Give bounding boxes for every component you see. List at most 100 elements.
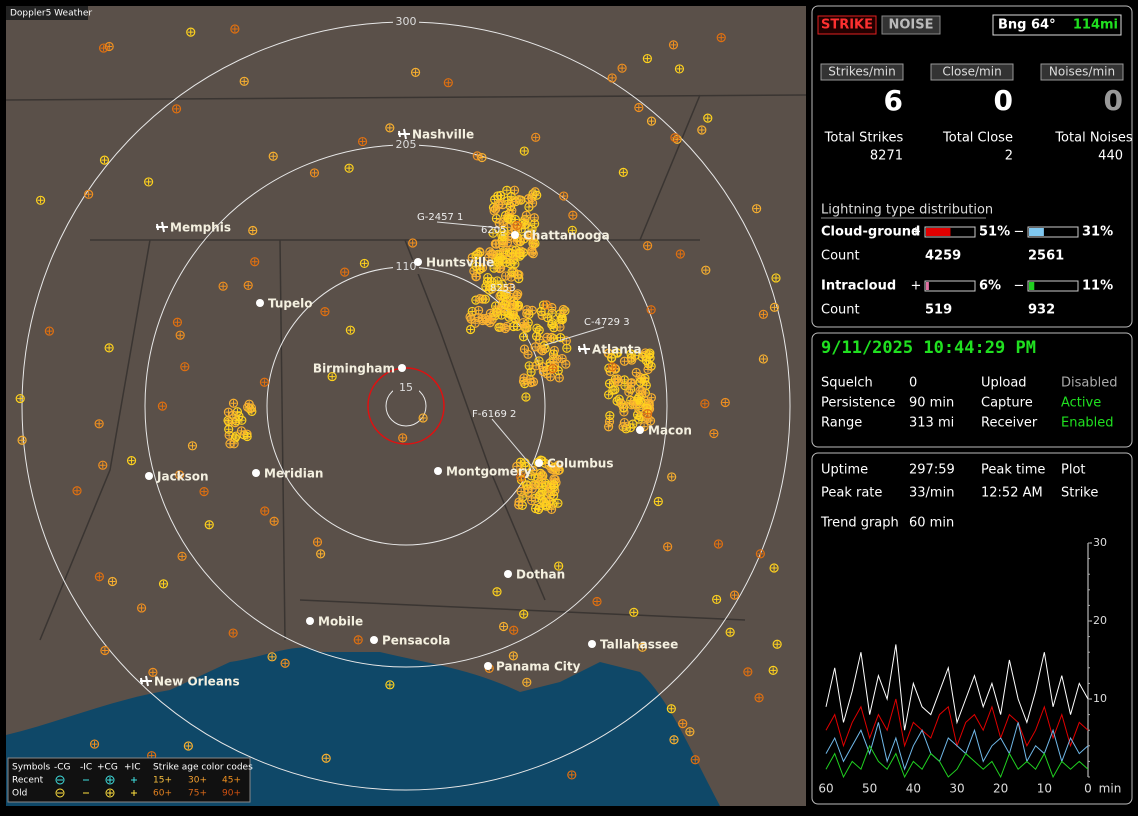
- strike-button-label[interactable]: STRIKE: [821, 18, 873, 33]
- label: Persistence: [821, 396, 895, 411]
- legend-symbol: [55, 775, 65, 785]
- strike-cross: [241, 78, 248, 85]
- strike-button[interactable]: [817, 15, 877, 35]
- strike-ring: [555, 333, 566, 343]
- strike-symbol: [475, 294, 485, 304]
- strike-symbol: [477, 152, 487, 163]
- strike-symbol: [768, 665, 778, 675]
- panel-box: [811, 452, 1133, 805]
- rate-header-box: [1040, 63, 1124, 81]
- strike-cross: [609, 74, 616, 81]
- strike-symbol: [561, 359, 571, 369]
- dist-bar-bg: [924, 280, 976, 292]
- city-label: Mobile: [318, 615, 363, 629]
- strike-cross: [713, 596, 720, 603]
- strike-ring: [709, 428, 719, 439]
- strike-cross: [757, 550, 764, 557]
- strike-ring: [471, 272, 481, 282]
- strike-symbol: [503, 213, 513, 224]
- strike-ring: [535, 490, 545, 500]
- strike-ring: [604, 378, 615, 389]
- strike-ring: [546, 504, 557, 515]
- strike-cross: [528, 369, 535, 376]
- strike-ring: [541, 300, 552, 310]
- strike-cross: [501, 301, 508, 308]
- strike-cross: [668, 473, 675, 480]
- strike-cross: [472, 273, 479, 280]
- strike-symbol: [218, 281, 228, 291]
- legend-box: [7, 757, 251, 803]
- strike-ring: [549, 480, 559, 490]
- strike-symbol: [408, 238, 418, 248]
- strike-cross: [495, 283, 502, 290]
- x-tick-label: 10: [1037, 782, 1052, 796]
- strike-symbol: [172, 317, 183, 327]
- strike-cross: [638, 388, 645, 395]
- strike-cross: [722, 399, 729, 406]
- strike-ring: [729, 590, 740, 600]
- strike-cross: [521, 148, 528, 155]
- noise-button-label[interactable]: NOISE: [888, 18, 933, 33]
- strike-cross: [185, 742, 192, 749]
- strike-symbol: [243, 280, 253, 291]
- strike-cross: [630, 609, 637, 616]
- strike-symbol: [536, 306, 546, 316]
- strike-ring: [768, 665, 778, 675]
- strike-ring: [558, 304, 568, 315]
- strike-cross: [635, 104, 642, 111]
- storm-leader: [544, 326, 605, 346]
- strike-cross: [628, 401, 635, 408]
- strike-symbol: [15, 393, 25, 404]
- strike-symbol: [531, 132, 541, 142]
- strike-ring: [499, 621, 509, 632]
- strike-cross: [522, 463, 529, 470]
- strike-cross: [641, 375, 648, 382]
- label: 15+: [153, 776, 172, 786]
- strike-cross: [569, 227, 576, 234]
- strike-cross: [530, 241, 537, 248]
- strike-cross: [101, 647, 108, 654]
- strike-cross: [515, 302, 522, 309]
- strike-ring: [174, 470, 185, 480]
- strike-cross: [510, 627, 517, 634]
- label: 114mi: [1073, 18, 1118, 33]
- strike-symbol: [499, 621, 509, 632]
- strike-cross: [174, 319, 181, 326]
- strike-symbol: [729, 590, 740, 600]
- strike-ring: [554, 561, 564, 571]
- strike-ring: [531, 331, 542, 341]
- strike-cross: [533, 333, 540, 340]
- strike-symbol: [506, 191, 516, 201]
- strike-symbol: [668, 40, 679, 50]
- strike-ring: [514, 195, 524, 205]
- noise-button[interactable]: [881, 15, 941, 35]
- rate-value: 6: [884, 84, 903, 117]
- city-dot: [504, 570, 512, 578]
- strike-symbol: [493, 200, 503, 210]
- strike-cross: [508, 193, 515, 200]
- strike-ring: [269, 516, 279, 526]
- strike-cross: [96, 573, 103, 580]
- strike-symbol: [230, 24, 240, 34]
- strike-ring: [627, 378, 637, 388]
- strike-symbol: [345, 325, 355, 335]
- strike-symbol: [697, 125, 707, 135]
- strike-ring: [225, 439, 235, 449]
- strike-cross: [609, 363, 616, 370]
- legend-symbol: [107, 777, 113, 783]
- strike-symbol: [475, 264, 485, 274]
- strike-cross: [671, 134, 678, 141]
- strike-cross: [179, 553, 186, 560]
- radar-map: 300 205 110 15 Nashville Memphis Chattanooga Hu…: [5, 6, 807, 806]
- strike-ring: [612, 348, 623, 358]
- strike-ring: [653, 496, 663, 507]
- strike-cross: [206, 521, 213, 528]
- strike-symbol: [526, 367, 536, 377]
- strike-ring: [628, 419, 638, 429]
- strike-symbol: [528, 249, 538, 259]
- airport-icon: [578, 343, 590, 355]
- strike-symbol: [553, 465, 563, 476]
- strike-cross: [539, 471, 546, 478]
- strike-cross: [475, 307, 482, 314]
- strike-ring: [17, 435, 27, 445]
